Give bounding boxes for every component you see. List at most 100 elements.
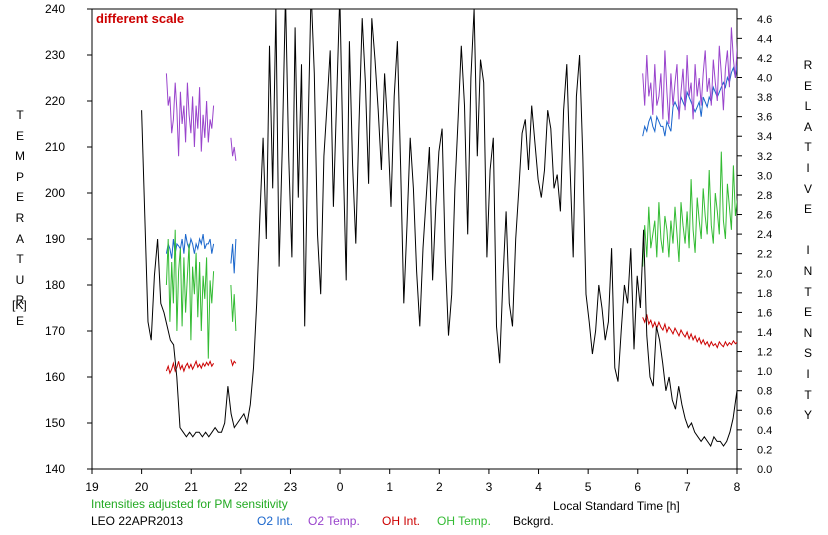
x-tick-label: 7: [684, 480, 691, 494]
y-right-tick-label: 2.8: [757, 190, 772, 202]
axis-label-letter: T: [804, 387, 812, 402]
series-oh-int: [230, 359, 237, 367]
y-left-tick-label: 170: [45, 324, 65, 338]
y-right-tick-label: 3.4: [757, 131, 772, 143]
y-right-tick-label: 0.6: [757, 405, 772, 417]
axis-label-letter: I: [806, 160, 810, 175]
y-right-tick-label: 2.4: [757, 229, 772, 241]
y-right-tick-label: 1.6: [757, 307, 772, 319]
y-left-tick-label: 160: [45, 370, 65, 384]
legend-item: Bckgrd.: [513, 514, 554, 528]
y-left-tick-label: 180: [45, 278, 65, 292]
axis-label-letter: T: [804, 284, 812, 299]
y-right-tick-label: 2.6: [757, 210, 772, 222]
series-o2-temp: [165, 73, 215, 157]
y-left-tick-label: 150: [45, 416, 65, 430]
axis-label-letter: U: [15, 272, 25, 287]
y-right-tick-label: 4.6: [757, 14, 772, 26]
x-axis-label: Local Standard Time [h]: [553, 499, 680, 513]
series-oh-temp: [165, 229, 215, 359]
x-tick-label: 21: [185, 480, 199, 494]
y-right-tick-label: 2.2: [757, 249, 772, 261]
axis-label-letter: T: [804, 140, 812, 155]
x-tick-label: 19: [85, 480, 99, 494]
y-right-tick-label: 3.0: [757, 170, 772, 182]
y-right-tick-label: 1.2: [757, 347, 772, 359]
axis-label-letter: Y: [803, 408, 812, 423]
y-right-tick-label: 3.2: [757, 151, 772, 163]
y-left-tick-label: 210: [45, 140, 65, 154]
axis-label-letter: E: [15, 190, 24, 205]
series-o2-int: [165, 234, 215, 259]
y-left-tick-label: 190: [45, 232, 65, 246]
axis-label-letter: L: [804, 99, 812, 114]
series-bckgrd: [141, 9, 737, 448]
plot-axes: 19 20 21 22 23 0 1 2 3 4 5 6 7 8140150160170180190200…: [45, 2, 772, 494]
axis-label-letter: E: [15, 313, 24, 328]
x-tick-label: 23: [284, 480, 298, 494]
legend-item: OH Int.: [382, 514, 421, 528]
y-left-tick-label: 140: [45, 462, 65, 476]
y-right-tick-label: 3.8: [757, 92, 772, 104]
axis-label-letter: S: [803, 346, 812, 361]
y-right-tick-label: 4.2: [757, 53, 772, 65]
x-tick-label: 0: [337, 480, 344, 494]
plot-series: [141, 9, 737, 448]
legend-item: O2 Int.: [257, 514, 294, 528]
x-tick-label: 20: [135, 480, 149, 494]
y-right-tick-label: 4.0: [757, 73, 772, 85]
series-oh-temp: [642, 151, 737, 267]
series-o2-int: [230, 238, 237, 274]
x-tick-label: 1: [386, 480, 393, 494]
axis-label-letter: I: [806, 243, 810, 258]
y-left-tick-label: 240: [45, 2, 65, 16]
x-tick-label: 4: [535, 480, 542, 494]
x-tick-label: 2: [436, 480, 443, 494]
y-right-tick-label: 0.4: [757, 425, 772, 437]
legend-item: OH Temp.: [437, 514, 491, 528]
x-tick-label: 8: [734, 480, 741, 494]
series-o2-temp: [230, 137, 237, 161]
y-right-tick-label: 2.0: [757, 268, 772, 280]
axis-label-letter: N: [803, 263, 813, 278]
y-left-tick-label: 220: [45, 94, 65, 108]
x-tick-label: 6: [634, 480, 641, 494]
legend-item: O2 Temp.: [308, 514, 360, 528]
axis-label-letter: [801, 220, 815, 241]
axis-label-letter: R: [15, 293, 25, 308]
x-tick-label: 5: [585, 480, 592, 494]
y-left-tick-label: 200: [45, 186, 65, 200]
y-right-tick-label: 1.0: [757, 366, 772, 378]
axis-label-letter: I: [806, 366, 810, 381]
scale-note: different scale: [96, 11, 185, 26]
left-axis-unit: [K]: [12, 298, 27, 312]
series-oh-int: [642, 314, 737, 349]
axis-label-letter: E: [803, 202, 812, 217]
y-right-tick-label: 0.2: [757, 444, 772, 456]
series-oh-int: [165, 359, 215, 375]
axis-label-letter: N: [803, 325, 813, 340]
axis-label-letter: T: [16, 252, 24, 267]
x-tick-label: 22: [234, 480, 248, 494]
axis-label-letter: E: [803, 305, 812, 320]
axis-label-letter: P: [15, 169, 24, 184]
axis-label-letter: R: [803, 58, 813, 72]
axis-label-letter: A: [803, 119, 812, 134]
y-right-tick-label: 1.4: [757, 327, 772, 339]
axis-label-letter: R: [15, 210, 25, 225]
chart-subtitle: Intensities adjusted for PM sensitivity: [91, 497, 288, 511]
axis-label-letter: T: [16, 108, 24, 122]
x-tick-label: 3: [486, 480, 493, 494]
y-right-tick-label: 0.8: [757, 386, 772, 398]
series-oh-temp: [230, 284, 237, 332]
series-o2-temp: [642, 27, 737, 125]
axis-label-letter: E: [15, 128, 24, 143]
station-date: LEO 22APR2013: [91, 514, 184, 528]
series-o2-int: [642, 62, 737, 137]
axis-label-letter: V: [803, 181, 812, 196]
y-right-tick-label: 3.6: [757, 112, 772, 124]
axis-label-letter: M: [15, 149, 25, 164]
